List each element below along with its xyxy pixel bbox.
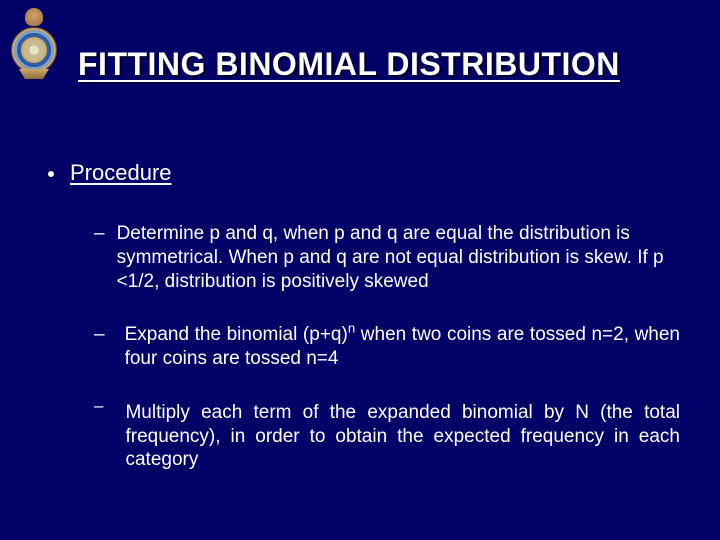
list-item: – Determine p and q, when p and q are eq… [94,222,680,293]
dash-icon: – [94,323,105,371]
list-item-prefix: Expand the binomial (p+q) [125,324,348,345]
dash-icon: – [94,222,105,293]
item-list: – Determine p and q, when p and q are eq… [48,222,680,472]
dash-icon: – [94,395,103,466]
section-heading-text: Procedure [70,160,172,186]
logo-roundel-icon [12,28,56,72]
logo-crest-icon [25,8,43,26]
slide-title-wrap: FITTING BINOMIAL DISTRIBUTION FITTING BI… [78,46,696,83]
slide-title: FITTING BINOMIAL DISTRIBUTION [78,46,696,83]
section-heading: Procedure [48,160,680,186]
bullet-icon [48,171,54,177]
slide-content: Procedure – Determine p and q, when p an… [48,160,680,502]
logo-ribbon-icon [19,69,49,79]
org-logo [8,8,60,80]
list-item: – Multiply each term of the expanded bin… [94,401,680,472]
list-item-text: Multiply each term of the expanded binom… [125,401,680,472]
list-item-text: Determine p and q, when p and q are equa… [117,222,680,293]
list-item: – Expand the binomial (p+q)n when two co… [94,323,680,371]
list-item-text: Expand the binomial (p+q)n when two coin… [125,323,680,371]
